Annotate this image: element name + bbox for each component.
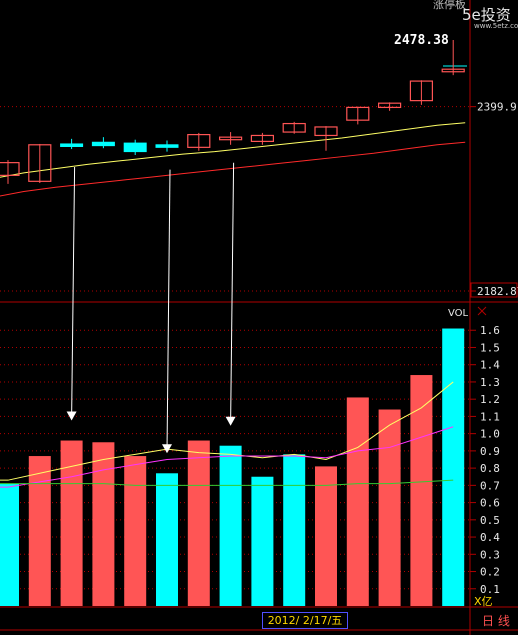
- volume-bar: [378, 409, 401, 606]
- volume-tick-label: 0.5: [480, 514, 500, 527]
- brand-url: www.5etz.com: [474, 22, 518, 30]
- price-ma-line: [0, 122, 466, 178]
- volume-ma-line: [0, 479, 454, 486]
- volume-tick-label: 1.0: [480, 428, 500, 441]
- volume-tick-label: 0.3: [480, 548, 500, 561]
- volume-tick-label: 0.2: [480, 566, 500, 579]
- volume-bar: [283, 454, 306, 606]
- volume-bar: [28, 456, 51, 606]
- volume-tick-label: 1.4: [480, 359, 500, 372]
- candle-body: [346, 106, 370, 121]
- candle-body: [123, 142, 147, 153]
- price-moving-averages: [0, 122, 466, 197]
- candle-body: [219, 136, 243, 141]
- volume-bar: [442, 328, 465, 606]
- price-low-box: [470, 282, 518, 298]
- annotation-arrow-head: [225, 416, 236, 426]
- volume-bar: [92, 442, 115, 606]
- volume-bar: [124, 456, 147, 606]
- volume-tick-label: 0.6: [480, 497, 500, 510]
- volume-tick-label: 0.8: [480, 462, 500, 475]
- volume-title: VOL: [448, 308, 469, 319]
- volume-bar: [346, 397, 369, 606]
- volume-tick-label: 0.1: [480, 583, 500, 596]
- volume-tick-label: 0.7: [480, 479, 500, 492]
- volume-bar: [156, 473, 178, 606]
- candle-body: [28, 144, 52, 182]
- candle-body: [441, 68, 465, 73]
- price-tick-label: 2182.87: [477, 285, 518, 298]
- axis-labels: 2399.9 2182.87 0.1 0.2 0.3 0.4 0.5 0.6 0.7 0.8 0.9…: [448, 101, 518, 608]
- volume-tick-label: 0.9: [480, 445, 500, 458]
- annotation-arrow-line: [71, 167, 76, 419]
- volume-bar: [187, 440, 210, 606]
- volume-bar: [410, 375, 433, 606]
- candlesticks: [0, 40, 465, 184]
- volume-ma-line: [0, 381, 454, 481]
- annotation-arrow-head: [66, 411, 77, 421]
- volume-bar: [0, 483, 19, 606]
- price-ma-line: [0, 141, 466, 197]
- annotation-arrow-line: [166, 169, 171, 452]
- volume-moving-averages: [0, 381, 454, 488]
- price-tick-label: 2399.9: [477, 101, 517, 114]
- candle-body: [60, 143, 84, 147]
- annotation-arrow-head: [162, 444, 172, 454]
- volume-tick-label: 1.6: [480, 324, 500, 337]
- volume-bar: [60, 440, 83, 606]
- volume-bar: [251, 476, 274, 606]
- period-selector[interactable]: 日 线: [482, 614, 510, 628]
- watermark-top-label: 涨停板: [433, 0, 466, 11]
- volume-unit-label: X亿: [474, 595, 493, 608]
- candle-body: [155, 144, 179, 148]
- candle-body: [282, 122, 306, 133]
- volume-tick-label: 1.2: [480, 393, 500, 406]
- volume-grid: [0, 329, 476, 590]
- candle-body: [187, 134, 211, 148]
- candle-body: [91, 141, 115, 147]
- volume-tick-label: 1.5: [480, 341, 500, 354]
- volume-tick-label: 0.4: [480, 531, 500, 544]
- candle-body: [0, 162, 20, 176]
- candle-body: [250, 134, 274, 142]
- annotation-arrow-line: [230, 162, 235, 424]
- volume-tick-label: 1.1: [480, 410, 500, 423]
- candle-body: [409, 80, 433, 102]
- volume-ma-line: [0, 426, 454, 488]
- last-price-label: 2478.38: [394, 33, 449, 48]
- candle-body: [314, 126, 338, 137]
- close-icon-b: [477, 306, 487, 316]
- volume-bars: [0, 328, 465, 606]
- volume-tick-label: 1.3: [480, 376, 500, 389]
- brand-logo: 5e投资: [462, 6, 511, 24]
- annotation-arrows: [66, 162, 236, 454]
- current-date[interactable]: 2012/ 2/17/五: [262, 612, 348, 629]
- candle-body: [378, 102, 402, 109]
- volume-bar: [219, 445, 242, 606]
- volume-bar: [315, 466, 337, 606]
- price-grid: [0, 106, 476, 292]
